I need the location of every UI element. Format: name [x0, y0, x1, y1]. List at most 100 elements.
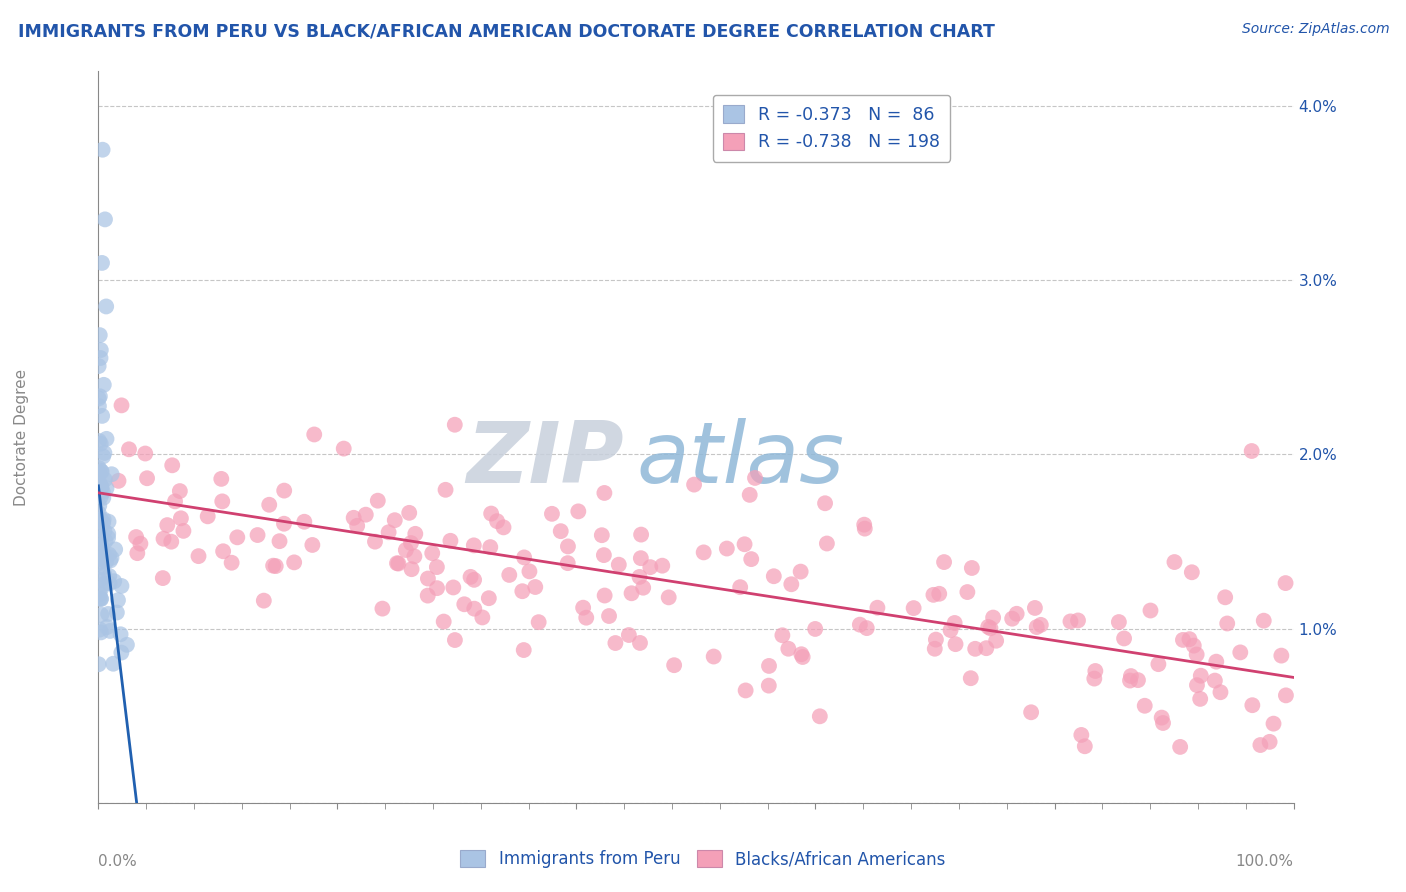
Point	[728, 580, 751, 594]
Point	[557, 540, 579, 554]
Point	[1240, 444, 1263, 458]
Point	[651, 558, 673, 573]
Point	[343, 510, 366, 524]
Point	[87, 573, 110, 587]
Point	[426, 560, 449, 574]
Point	[212, 544, 235, 558]
Point	[433, 615, 456, 629]
Point	[165, 494, 187, 508]
Point	[1185, 648, 1208, 662]
Point	[1229, 645, 1251, 659]
Point	[127, 546, 149, 560]
Point	[98, 576, 121, 591]
Point	[956, 585, 979, 599]
Point	[269, 534, 291, 549]
Point	[90, 592, 112, 607]
Point	[404, 526, 426, 541]
Point	[734, 537, 756, 551]
Point	[605, 636, 627, 650]
Point	[90, 480, 112, 494]
Point	[90, 607, 112, 622]
Point	[89, 591, 111, 606]
Point	[426, 581, 449, 595]
Point	[87, 466, 110, 480]
Point	[981, 610, 1004, 624]
Point	[97, 607, 120, 621]
Point	[855, 621, 877, 635]
Point	[557, 556, 579, 570]
Point	[89, 512, 111, 526]
Point	[89, 623, 111, 637]
Point	[617, 628, 640, 642]
Point	[1263, 716, 1285, 731]
Point	[1024, 601, 1046, 615]
Point	[939, 623, 962, 637]
Point	[593, 486, 616, 500]
Point	[89, 351, 111, 365]
Point	[1274, 576, 1296, 591]
Point	[93, 576, 115, 591]
Point	[90, 539, 112, 553]
Point	[808, 709, 831, 723]
Point	[129, 536, 152, 550]
Point	[292, 515, 315, 529]
Point	[1084, 664, 1107, 678]
Point	[463, 601, 485, 615]
Point	[371, 601, 394, 615]
Point	[1213, 591, 1236, 605]
Point	[302, 427, 325, 442]
Point	[115, 638, 138, 652]
Point	[541, 507, 564, 521]
Point	[110, 398, 132, 412]
Point	[107, 474, 129, 488]
Point	[792, 650, 814, 665]
Point	[550, 524, 572, 538]
Point	[97, 531, 120, 545]
Point	[93, 524, 115, 539]
Point	[1001, 612, 1024, 626]
Point	[1059, 615, 1081, 629]
Point	[87, 535, 110, 549]
Point	[367, 493, 389, 508]
Point	[91, 491, 114, 505]
Point	[187, 549, 209, 563]
Point	[354, 508, 377, 522]
Point	[90, 480, 112, 494]
Text: 0.0%: 0.0%	[98, 854, 138, 869]
Point	[598, 609, 620, 624]
Point	[943, 615, 966, 630]
Point	[134, 446, 156, 460]
Point	[567, 504, 589, 518]
Point	[849, 617, 872, 632]
Point	[463, 573, 485, 587]
Point	[420, 546, 443, 560]
Point	[853, 517, 876, 532]
Point	[1178, 632, 1201, 647]
Point	[770, 628, 793, 642]
Point	[434, 483, 457, 497]
Point	[925, 632, 948, 647]
Point	[262, 558, 284, 573]
Point	[89, 522, 111, 536]
Point	[593, 589, 616, 603]
Point	[398, 506, 420, 520]
Point	[593, 548, 616, 562]
Point	[460, 570, 482, 584]
Point	[519, 565, 541, 579]
Point	[246, 528, 269, 542]
Point	[471, 610, 494, 624]
Point	[197, 509, 219, 524]
Point	[385, 556, 408, 570]
Point	[1216, 616, 1239, 631]
Point	[630, 527, 652, 541]
Point	[93, 512, 115, 526]
Point	[94, 534, 117, 549]
Legend: Immigrants from Peru, Blacks/African Americans: Immigrants from Peru, Blacks/African Ame…	[454, 843, 952, 875]
Point	[118, 442, 141, 457]
Point	[98, 569, 121, 583]
Point	[959, 671, 981, 685]
Point	[264, 559, 287, 574]
Point	[1209, 685, 1232, 699]
Point	[575, 610, 598, 624]
Point	[1147, 657, 1170, 672]
